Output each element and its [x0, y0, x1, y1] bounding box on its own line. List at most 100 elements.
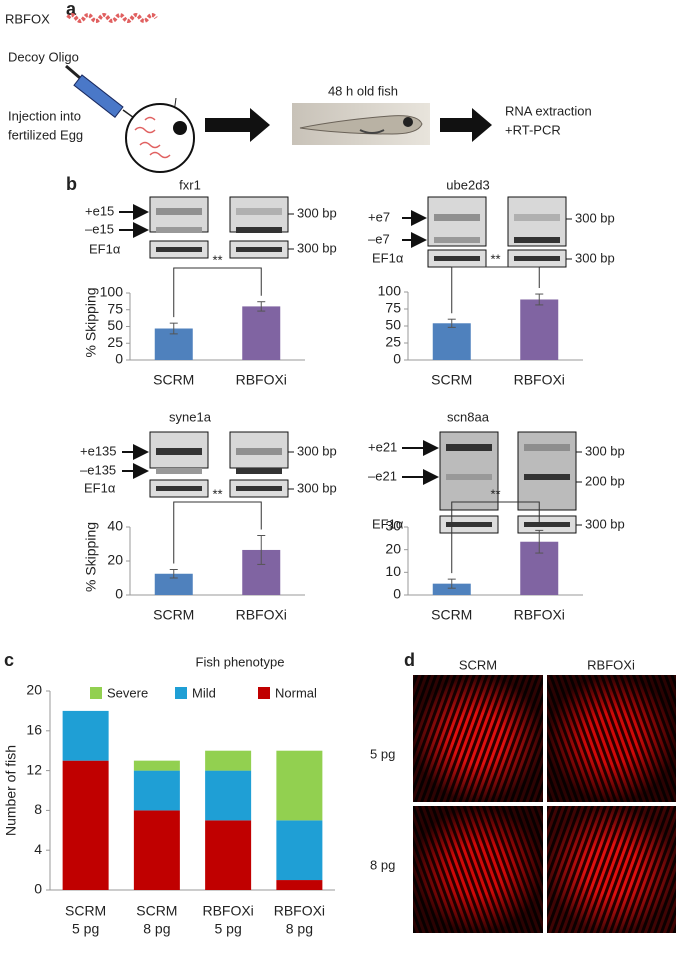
legend-swatch — [90, 687, 102, 699]
gel — [439, 431, 499, 511]
x-tick-label: 5 pg — [215, 921, 242, 937]
x-tick-label: SCRM — [431, 607, 472, 623]
control-label: EF1α — [372, 250, 404, 265]
x-tick-label: SCRM — [153, 372, 194, 388]
gel-band — [156, 448, 202, 455]
gel — [517, 431, 577, 511]
size-label: 300 bp — [297, 240, 337, 255]
y-tick-label: 20 — [385, 540, 401, 556]
y-tick-label: 25 — [385, 334, 401, 350]
gel-band — [524, 474, 570, 480]
readout-label: RNA extraction — [505, 103, 592, 118]
exon-label: +e7 — [368, 209, 390, 224]
arrow — [205, 108, 270, 142]
y-tick-label: 0 — [393, 586, 401, 602]
gel-band — [524, 444, 570, 451]
legend-label: Severe — [107, 685, 148, 700]
gel-band — [156, 468, 202, 474]
gel-band — [156, 227, 202, 233]
size-label: 300 bp — [297, 443, 337, 458]
y-axis-label: Number of fish — [3, 745, 19, 836]
legend-label: Mild — [192, 685, 216, 700]
exon-label: –e7 — [368, 231, 390, 246]
bar — [432, 583, 471, 595]
control-label: EF1α — [372, 516, 404, 531]
significance-bracket — [173, 267, 262, 318]
x-tick-label: 5 pg — [72, 921, 99, 937]
y-tick-label: 40 — [107, 518, 123, 534]
chart-title: Fish phenotype — [196, 654, 285, 669]
size-label: 300 bp — [585, 443, 625, 458]
y-tick-label: 16 — [26, 722, 42, 738]
bar-segment — [133, 770, 180, 811]
gel-band — [236, 468, 282, 474]
bar — [242, 306, 281, 360]
y-tick-label: 75 — [107, 300, 123, 316]
row-label: 8 pg — [370, 857, 395, 872]
significance-bracket — [451, 266, 540, 314]
fish-image — [292, 103, 430, 145]
x-tick-label: 8 pg — [143, 921, 170, 937]
egg — [125, 103, 195, 173]
panel-label: a — [66, 0, 77, 19]
y-tick-label: 12 — [26, 761, 42, 777]
size-label: 300 bp — [297, 205, 337, 220]
protein-label: RBFOX — [5, 11, 50, 26]
bar — [520, 299, 559, 360]
significance-bracket — [173, 501, 262, 564]
x-tick-label: RBFOXi — [236, 607, 287, 623]
gel-band — [446, 444, 492, 451]
microscopy — [413, 675, 676, 933]
gel-band — [156, 486, 202, 491]
control-label: EF1α — [89, 241, 121, 256]
y-axis-label: % Skipping — [83, 522, 99, 592]
protein-icon — [66, 13, 158, 23]
row-label: 5 pg — [370, 746, 395, 761]
gel-band — [434, 256, 480, 261]
significance-label: ** — [490, 251, 500, 266]
bar-segment — [276, 820, 323, 881]
y-tick-label: 20 — [107, 552, 123, 568]
size-label: 300 bp — [585, 516, 625, 531]
bar-segment — [276, 750, 323, 821]
panel-label: d — [404, 650, 415, 670]
chart-title: fxr1 — [179, 177, 201, 192]
x-tick-label: SCRM — [153, 607, 194, 623]
bar-segment — [276, 880, 323, 890]
y-tick-label: 100 — [100, 284, 124, 300]
y-tick-label: 10 — [385, 563, 401, 579]
chart-title: syne1a — [169, 409, 212, 424]
exon-label: –e21 — [368, 468, 397, 483]
legend-swatch — [175, 687, 187, 699]
x-tick-label: RBFOXi — [514, 372, 565, 388]
x-tick-label: 8 pg — [286, 921, 313, 937]
panel-label: c — [4, 650, 14, 670]
y-tick-label: 25 — [107, 334, 123, 350]
y-tick-label: 100 — [378, 283, 402, 299]
legend-label: Normal — [275, 685, 317, 700]
size-label: 300 bp — [575, 210, 615, 225]
readout-label: +RT-PCR — [505, 122, 561, 137]
chart-title: ube2d3 — [446, 177, 489, 192]
exon-label: +e15 — [85, 203, 114, 218]
x-tick-label: RBFOXi — [202, 903, 253, 919]
column-label: SCRM — [459, 657, 497, 672]
y-tick-label: 8 — [34, 801, 42, 817]
size-label: 300 bp — [297, 480, 337, 495]
y-tick-label: 0 — [393, 351, 401, 367]
exon-label: +e21 — [368, 439, 397, 454]
significance-label: ** — [212, 486, 222, 501]
gel-band — [514, 256, 560, 261]
control-label: EF1α — [84, 480, 116, 495]
y-tick-label: 0 — [115, 351, 123, 367]
size-label: 200 bp — [585, 473, 625, 488]
chart-title: scn8aa — [447, 409, 490, 424]
gel-band — [446, 474, 492, 480]
bar-segment — [133, 760, 180, 771]
gel-band — [236, 247, 282, 252]
bar — [432, 323, 471, 360]
injection-label: Injection into — [8, 108, 81, 123]
bar-segment — [205, 820, 252, 890]
